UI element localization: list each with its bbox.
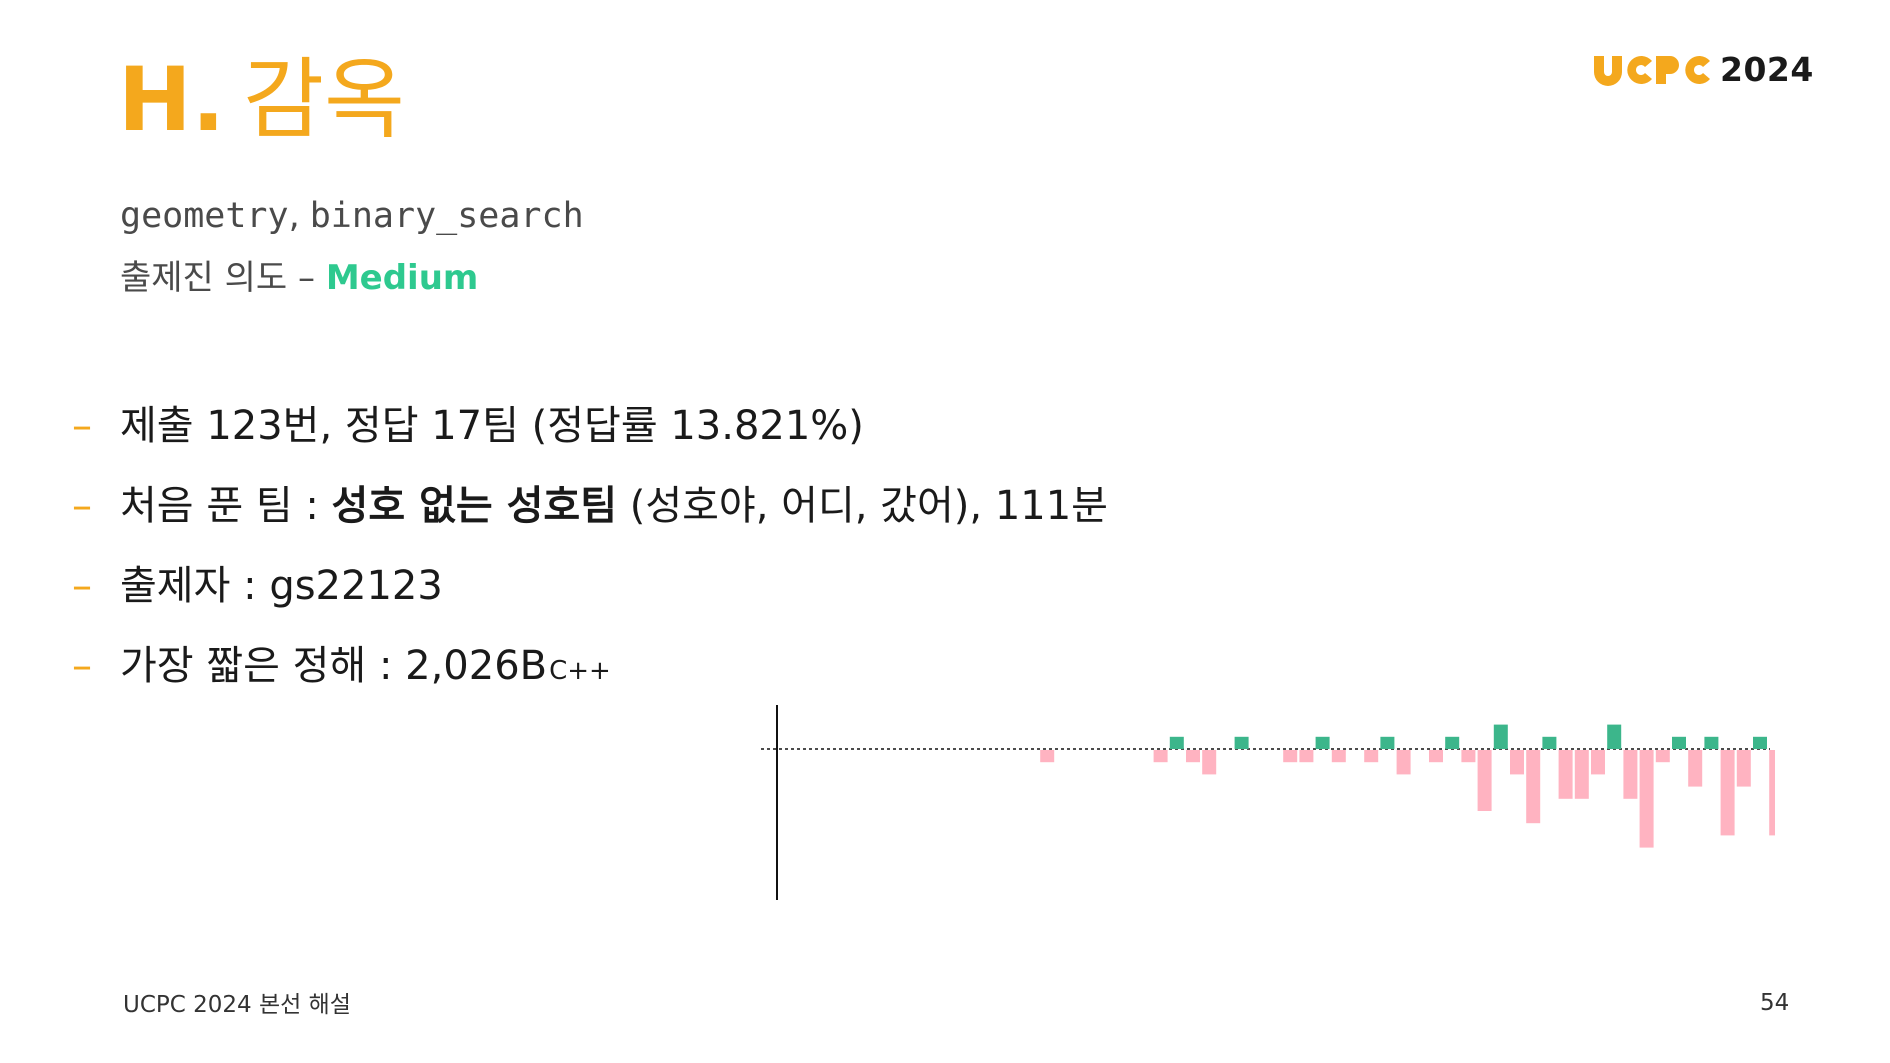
chart-bar bbox=[1542, 736, 1557, 749]
chart-bar bbox=[1558, 750, 1573, 799]
shortest-label: 가장 짧은 정해 : bbox=[120, 643, 393, 689]
list-item: – 출제자 : gs22123 bbox=[72, 553, 1108, 633]
submission-stats: 제출 123번, 정답 17팀 (정답률 13.821%) bbox=[120, 403, 864, 449]
list-item: – 제출 123번, 정답 17팀 (정답률 13.821%) bbox=[72, 393, 1108, 473]
chart-bar bbox=[1364, 750, 1379, 763]
chart-bar bbox=[1607, 724, 1622, 749]
chart-bar bbox=[1380, 736, 1395, 749]
chart-bar bbox=[1477, 750, 1492, 811]
chart-bar bbox=[1153, 750, 1168, 763]
chart-bar bbox=[1510, 750, 1524, 775]
difficulty-level: Medium bbox=[325, 258, 479, 298]
chart-bar bbox=[1331, 750, 1346, 763]
chart-bar bbox=[1169, 736, 1184, 749]
first-solve-label: 처음 푼 팀 : bbox=[120, 483, 319, 529]
problem-label: H. bbox=[118, 48, 226, 151]
chart-bar bbox=[1704, 736, 1719, 749]
chart-bar bbox=[1315, 736, 1330, 749]
difficulty-intent: 출제진 의도 – Medium bbox=[120, 250, 478, 299]
shortest-value: 2,026B bbox=[405, 643, 548, 689]
list-item: – 처음 푼 팀 : 성호 없는 성호팀 (성호야, 어디, 갔어), 111분 bbox=[72, 473, 1108, 553]
chart-bar bbox=[1299, 750, 1314, 763]
first-solve-detail: (성호야, 어디, 갔어), 111분 bbox=[629, 483, 1108, 529]
stats-list: – 제출 123번, 정답 17팀 (정답률 13.821%) – 처음 푼 팀 :… bbox=[72, 393, 1108, 713]
footer-caption: UCPC 2024 본선 해설 bbox=[123, 992, 351, 1018]
tag-separator: , bbox=[288, 196, 300, 236]
chart-bar bbox=[1753, 736, 1767, 749]
chart-bar bbox=[1623, 750, 1638, 799]
chart-bar bbox=[1283, 750, 1298, 763]
chart-bar bbox=[1202, 750, 1217, 775]
chart-bar bbox=[1720, 750, 1735, 836]
slide-title: H. 감옥 bbox=[118, 51, 405, 149]
author-handle: gs22123 bbox=[269, 563, 443, 609]
chart-bar bbox=[1639, 750, 1654, 848]
bullet-dash: – bbox=[72, 483, 92, 529]
chart-bar bbox=[1574, 750, 1589, 799]
chart-bar bbox=[1186, 750, 1200, 763]
chart-bar bbox=[1591, 750, 1605, 775]
author-label: 출제자 : bbox=[120, 563, 257, 609]
ucpc-logo: 2024 bbox=[1592, 50, 1814, 89]
chart-bar bbox=[1736, 750, 1751, 787]
bullet-dash: – bbox=[72, 563, 92, 609]
chart-bar bbox=[1234, 736, 1249, 749]
logo-year: 2024 bbox=[1720, 50, 1814, 89]
chart-bar bbox=[1040, 750, 1055, 763]
chart-bar bbox=[1672, 736, 1686, 749]
shortest-lang: C++ bbox=[549, 656, 611, 686]
intent-label: 출제진 의도 – bbox=[120, 258, 316, 298]
bullet-dash: – bbox=[72, 403, 92, 449]
chart-bar bbox=[1526, 750, 1541, 824]
chart-bar bbox=[1769, 750, 1775, 836]
list-item: – 가장 짧은 정해 : 2,026B C++ bbox=[72, 633, 1108, 713]
chart-bar bbox=[1429, 750, 1443, 763]
tag-geometry: geometry bbox=[120, 196, 289, 236]
problem-tags: geometry, binary_search bbox=[120, 196, 584, 236]
chart-bar bbox=[1396, 750, 1411, 775]
chart-bar bbox=[1445, 736, 1460, 749]
tag-binary-search: binary_search bbox=[309, 196, 584, 236]
problem-name: 감옥 bbox=[243, 48, 405, 151]
first-solve-team: 성호 없는 성호팀 bbox=[331, 483, 617, 529]
chart-bar bbox=[1461, 750, 1476, 763]
ucpc-logo-icon bbox=[1594, 55, 1710, 86]
page-number: 54 bbox=[1760, 990, 1790, 1016]
chart-bar bbox=[1688, 750, 1703, 787]
submission-chart bbox=[761, 705, 1775, 900]
bullet-dash: – bbox=[72, 643, 92, 689]
chart-bar bbox=[1655, 750, 1670, 763]
chart-bar bbox=[1493, 724, 1508, 749]
